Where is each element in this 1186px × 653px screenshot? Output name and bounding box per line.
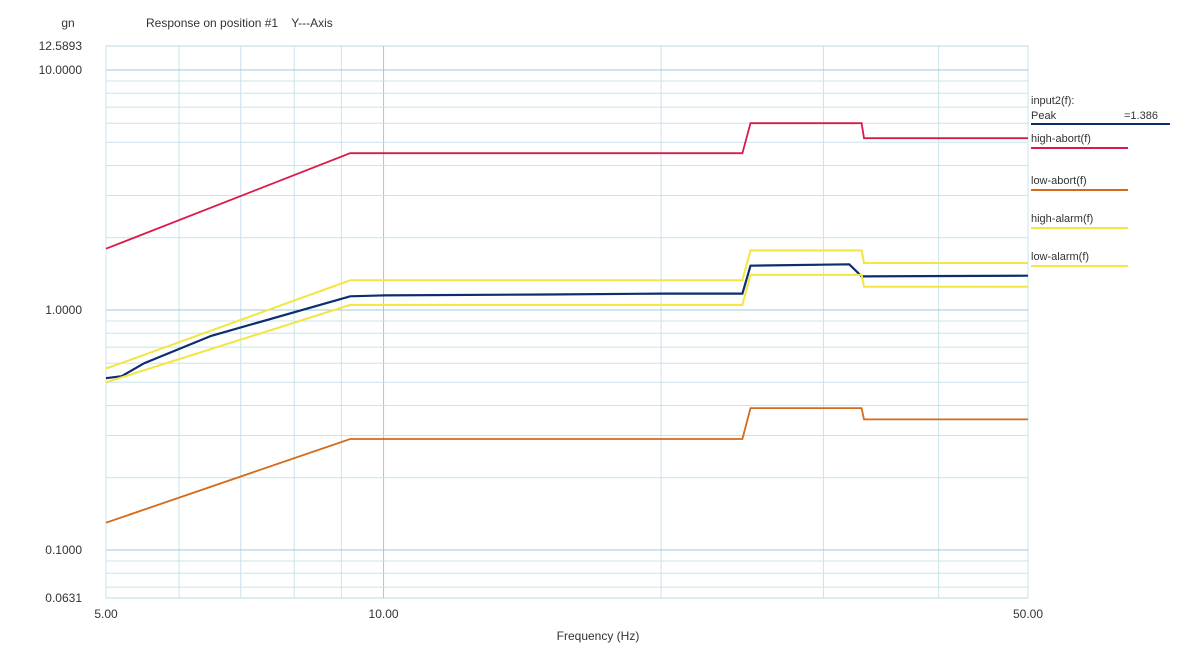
series-line-low-abort-f [105,407,1028,524]
series-line-low-alarm-f [105,273,1028,384]
plot-frame [105,45,1029,599]
peak-value: =1.386 [1124,110,1158,122]
axis-layer: gn Response on position #1 Y---Axis Freq… [39,16,1044,643]
y-tick-label: 1.0000 [45,303,82,317]
legend-header: input2(f): [1031,95,1074,107]
legend: input2(f): Peak =1.386 high-abort(f) low-… [1031,95,1170,267]
legend-label-low-alarm-f: low-alarm(f) [1031,251,1089,263]
series-line-high-alarm-f [105,249,1028,370]
y-tick-label: 0.0631 [45,591,82,605]
peak-label: Peak [1031,110,1057,122]
series-line-input2-f [105,263,1029,380]
y-axis-unit-label: gn [61,16,74,30]
grid-layer [105,45,1029,599]
y-tick-label: 12.5893 [39,39,83,53]
series-layer [105,122,1029,524]
legend-label-high-abort-f: high-abort(f) [1031,133,1091,145]
x-axis-label: Frequency (Hz) [557,629,640,643]
x-tick-label: 10.00 [369,607,399,621]
legend-label-low-abort-f: low-abort(f) [1031,175,1087,187]
series-line-high-abort-f [105,122,1028,250]
y-tick-label: 10.0000 [39,63,83,77]
x-tick-label: 50.00 [1013,607,1043,621]
chart-title: Response on position #1 Y---Axis [146,16,333,30]
y-tick-label: 0.1000 [45,543,82,557]
x-tick-label: 5.00 [94,607,118,621]
legend-label-high-alarm-f: high-alarm(f) [1031,213,1093,225]
